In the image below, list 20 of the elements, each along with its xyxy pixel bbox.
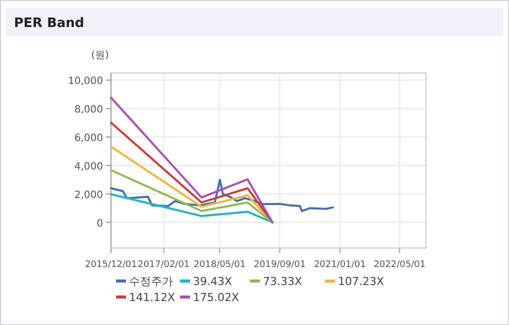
y-tick-label: 4,000 <box>74 161 103 172</box>
legend-label: 141.12X <box>129 291 176 304</box>
x-tick-label: 2022/05/01 <box>374 260 426 270</box>
legend-label: 175.02X <box>193 291 240 304</box>
y-tick-label: 0 <box>96 218 103 230</box>
x-tick-label: 2015/12/01 <box>85 260 137 270</box>
y-tick-label: 6,000 <box>74 133 103 144</box>
x-tick-label: 2019/09/01 <box>254 260 306 270</box>
legend-label: 39.43X <box>193 275 232 288</box>
title: PER Band <box>14 16 84 31</box>
x-tick-label: 2021/01/01 <box>314 260 366 270</box>
x-tick-label: 2017/02/01 <box>138 260 190 270</box>
legend-label: 107.23X <box>338 275 384 288</box>
y-tick-label: 2,000 <box>74 190 103 201</box>
ylabel: (원) <box>91 50 109 61</box>
legend-label: 수정주가 <box>129 275 173 288</box>
y-tick-label: 8,000 <box>74 104 103 116</box>
x-tick-label: 2018/05/01 <box>194 260 246 270</box>
y-tick-label: 10,000 <box>68 76 103 88</box>
legend-label: 73.33X <box>263 275 302 288</box>
